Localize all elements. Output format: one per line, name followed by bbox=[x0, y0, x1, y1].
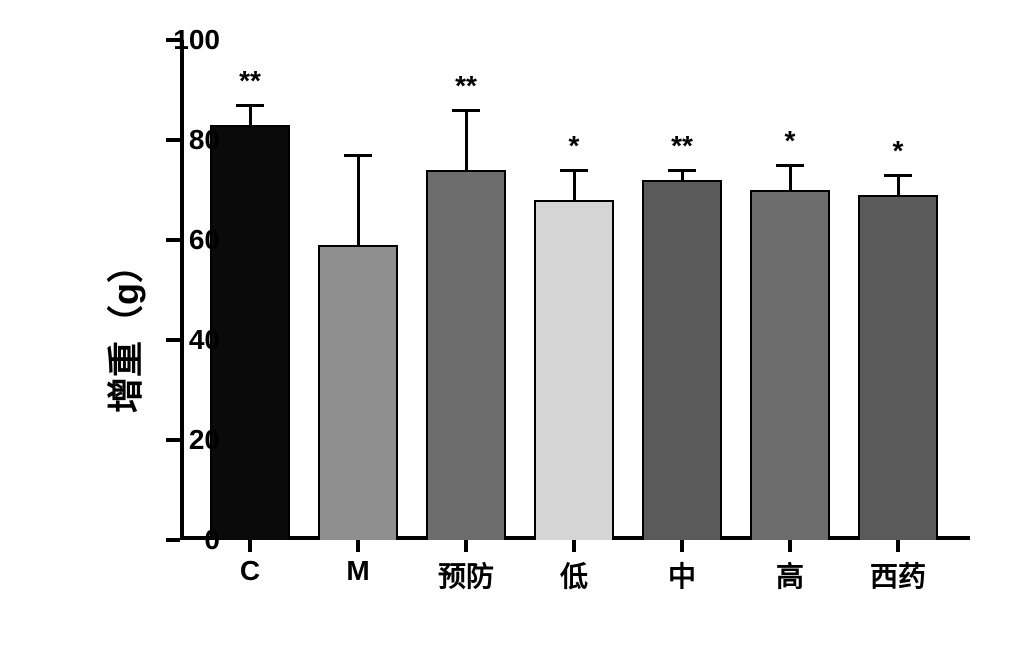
y-tick-label: 80 bbox=[160, 124, 220, 156]
x-tick bbox=[680, 540, 684, 552]
error-bar bbox=[897, 175, 900, 195]
significance-marker: ** bbox=[671, 130, 693, 162]
y-tick-label: 100 bbox=[160, 24, 220, 56]
error-bar bbox=[465, 110, 468, 170]
error-bar-cap bbox=[668, 169, 696, 172]
x-tick bbox=[572, 540, 576, 552]
bar bbox=[750, 190, 830, 540]
x-tick bbox=[356, 540, 360, 552]
error-bar-cap bbox=[776, 164, 804, 167]
error-bar bbox=[681, 170, 684, 180]
error-bar-cap bbox=[236, 104, 264, 107]
error-bar-cap bbox=[452, 109, 480, 112]
y-tick-label: 40 bbox=[160, 324, 220, 356]
x-tick-label: 低 bbox=[560, 555, 588, 595]
y-axis-title: 增重（g） bbox=[97, 247, 149, 413]
bar bbox=[858, 195, 938, 540]
significance-marker: ** bbox=[239, 65, 261, 97]
bar bbox=[426, 170, 506, 540]
error-bar bbox=[249, 105, 252, 125]
significance-marker: ** bbox=[455, 70, 477, 102]
bar bbox=[534, 200, 614, 540]
bar bbox=[642, 180, 722, 540]
y-tick-label: 20 bbox=[160, 424, 220, 456]
bar bbox=[318, 245, 398, 540]
x-tick-label: M bbox=[346, 555, 369, 587]
error-bar-cap bbox=[884, 174, 912, 177]
error-bar-cap bbox=[344, 154, 372, 157]
significance-marker: * bbox=[893, 135, 904, 167]
y-tick-label: 60 bbox=[160, 224, 220, 256]
chart-container: **CM**预防*低**中*高*西药 bbox=[180, 40, 970, 540]
x-tick-label: 预防 bbox=[438, 555, 494, 595]
x-tick-label: 高 bbox=[776, 555, 804, 595]
bar bbox=[210, 125, 290, 540]
x-tick-label: C bbox=[240, 555, 260, 587]
significance-marker: * bbox=[569, 130, 580, 162]
error-bar-cap bbox=[560, 169, 588, 172]
error-bar bbox=[357, 155, 360, 245]
x-tick bbox=[788, 540, 792, 552]
x-tick-label: 中 bbox=[668, 555, 696, 595]
x-tick bbox=[248, 540, 252, 552]
y-tick-label: 0 bbox=[160, 524, 220, 556]
x-tick bbox=[464, 540, 468, 552]
significance-marker: * bbox=[785, 125, 796, 157]
x-tick bbox=[896, 540, 900, 552]
error-bar bbox=[789, 165, 792, 190]
x-tick-label: 西药 bbox=[870, 555, 926, 595]
error-bar bbox=[573, 170, 576, 200]
